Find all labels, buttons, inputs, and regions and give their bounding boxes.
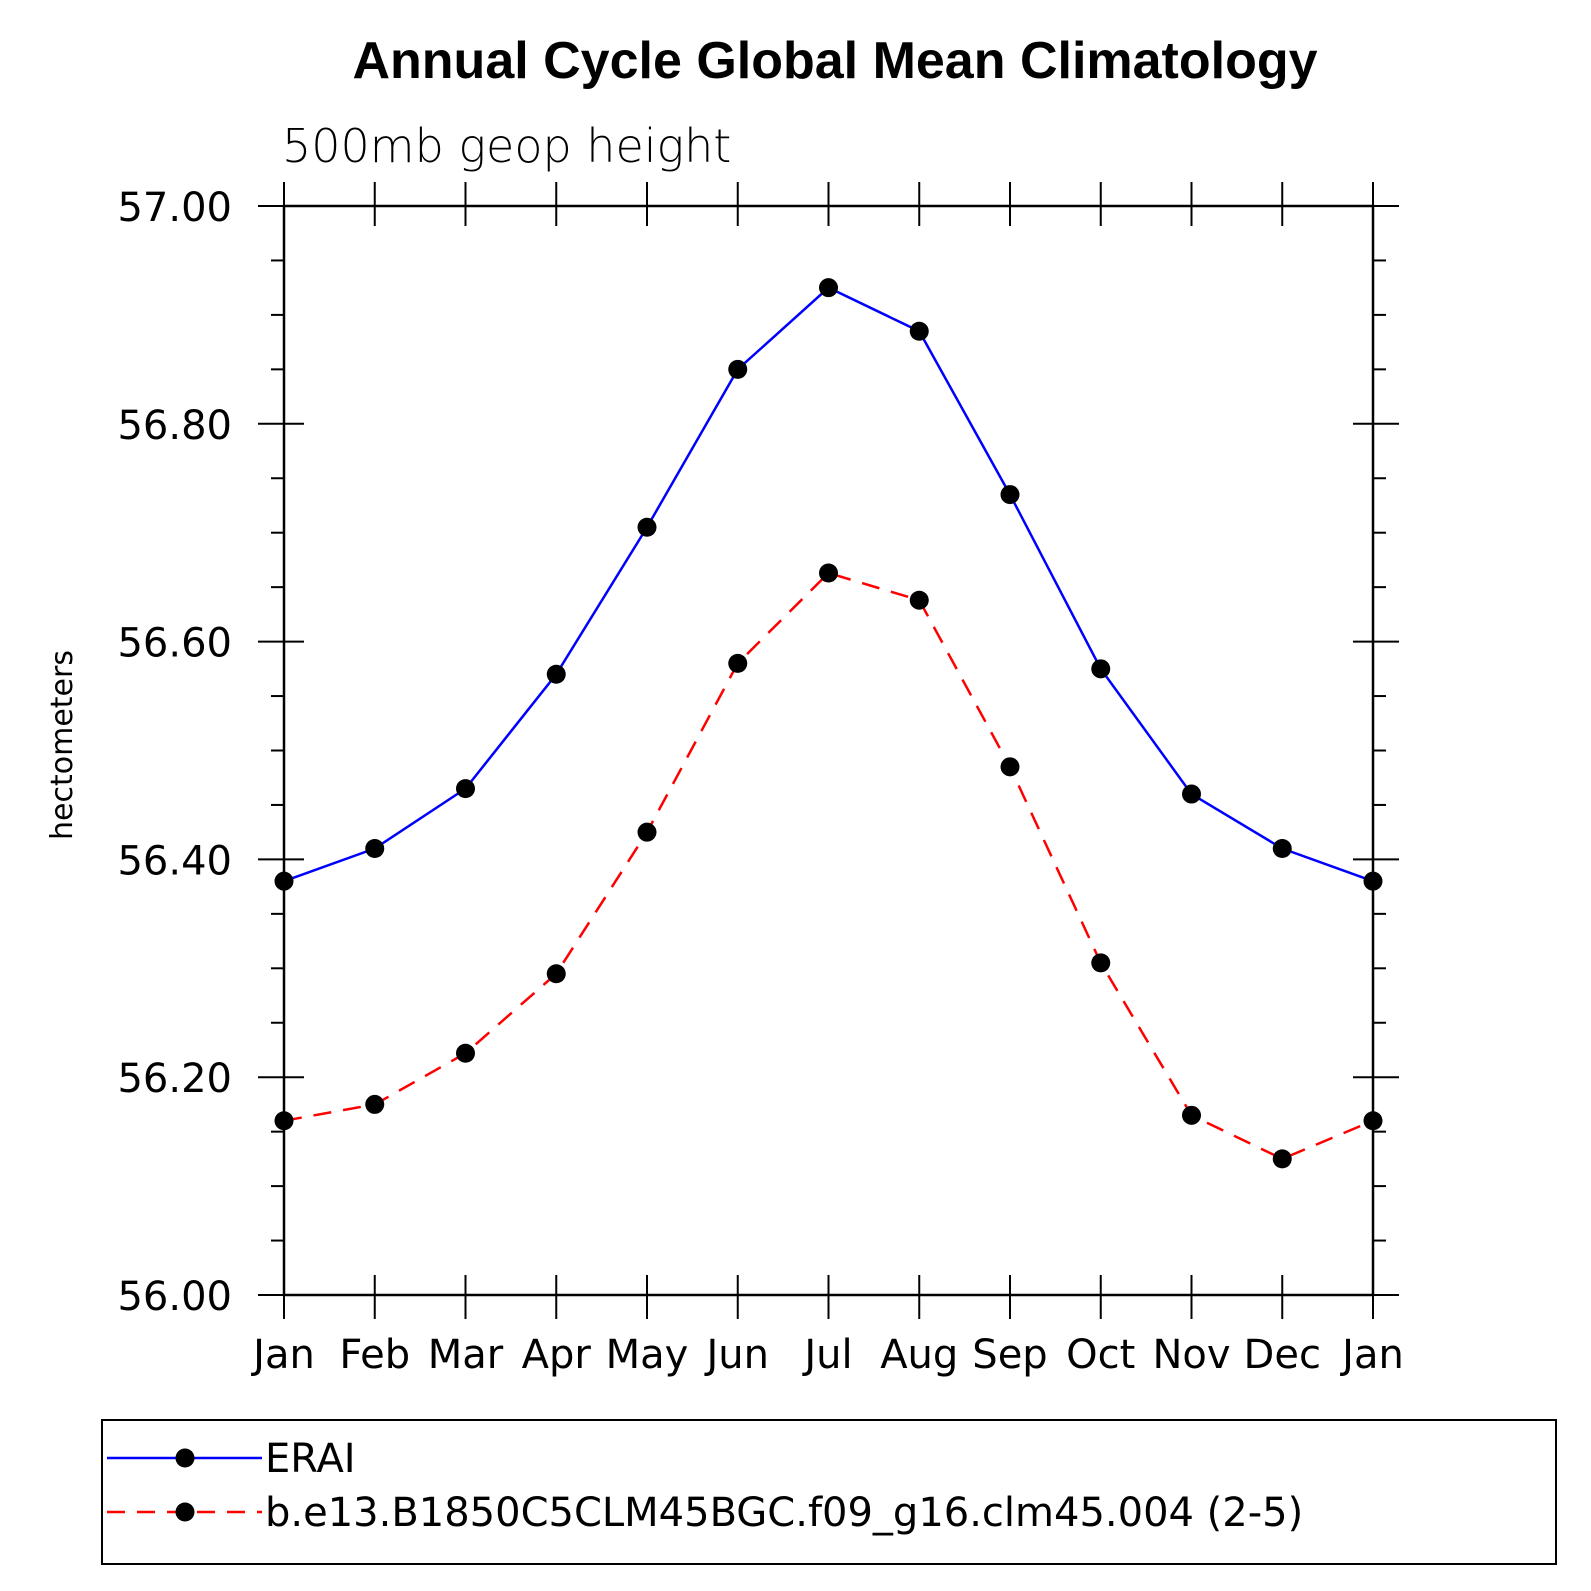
series-1-point — [546, 664, 566, 684]
y-tick-label: 56.00 — [117, 1274, 232, 1320]
plot-frame — [282, 204, 1375, 1297]
legend-label-1: ERAI — [265, 1436, 356, 1482]
series-2-point — [1091, 953, 1111, 973]
series-1-point — [1363, 871, 1383, 891]
x-tick-label: Aug — [880, 1332, 958, 1378]
series-1-point — [637, 517, 657, 537]
series-2-point — [728, 653, 748, 673]
legend-box — [101, 1419, 1557, 1565]
series-1-point — [728, 359, 748, 379]
x-tick-label: Nov — [1152, 1332, 1230, 1378]
x-tick-label: Dec — [1244, 1332, 1321, 1378]
series-2-point — [819, 563, 838, 583]
x-tick-label: May — [606, 1332, 689, 1378]
y-tick-label: 56.40 — [117, 838, 232, 884]
x-tick-labels: Jan Feb Mar Apr May Jun Jul Aug Sep Oct Nov Dec Jan — [250, 1332, 1404, 1378]
series-2-point — [637, 822, 657, 842]
series-layer — [274, 278, 1383, 1169]
x-tick-label: Jul — [801, 1332, 852, 1378]
series-2-point — [1272, 1149, 1292, 1169]
legend-marker-2 — [175, 1502, 195, 1522]
legend-marker-1 — [175, 1448, 195, 1468]
series-1-point — [1000, 485, 1020, 505]
series-1-point — [1091, 659, 1111, 679]
series-line-1 — [283, 286, 1374, 883]
x-tick-label: Oct — [1066, 1332, 1135, 1378]
series-1-point — [1272, 839, 1292, 859]
y-tick-label: 56.60 — [117, 621, 232, 667]
x-tick-label: Mar — [428, 1332, 504, 1378]
chart-subtitle: 500mb geop height — [282, 119, 731, 173]
legend: ERAI b.e13.B1850C5CLM45BGC.f09_g16.clm45.… — [107, 1436, 1303, 1536]
series-2-point — [909, 590, 929, 610]
series-1-point — [274, 871, 294, 891]
series-2-point — [456, 1043, 475, 1063]
series-2-point — [1363, 1111, 1383, 1131]
series-line-2 — [283, 571, 1374, 1161]
series-2-point — [1000, 757, 1020, 777]
y-tick-label: 56.20 — [117, 1056, 232, 1102]
axis-ticks — [258, 182, 1399, 1319]
y-tick-label: 57.00 — [117, 185, 232, 231]
x-tick-label: Jan — [1339, 1332, 1404, 1378]
series-2-point — [1182, 1105, 1201, 1125]
y-axis-label: hectometers — [45, 650, 80, 840]
series-1-point — [365, 839, 385, 859]
series-1-point — [456, 779, 475, 799]
x-tick-label: Jan — [250, 1332, 315, 1378]
series-1-point — [909, 321, 929, 341]
legend-label-2: b.e13.B1850C5CLM45BGC.f09_g16.clm45.004 … — [265, 1490, 1303, 1536]
series-1-point — [819, 278, 838, 298]
y-tick-label: 56.80 — [117, 403, 232, 449]
y-tick-labels: 56.00 56.20 56.40 56.60 56.80 57.00 — [117, 185, 232, 1320]
series-2-point — [274, 1111, 294, 1131]
x-tick-label: Jun — [704, 1332, 770, 1378]
chart-title: Annual Cycle Global Mean Climatology — [352, 32, 1317, 90]
series-2-point — [365, 1094, 385, 1114]
series-1-point — [1182, 784, 1201, 804]
x-tick-label: Apr — [522, 1332, 592, 1378]
series-2-point — [546, 964, 566, 984]
x-tick-label: Sep — [972, 1332, 1047, 1378]
x-tick-label: Feb — [339, 1332, 410, 1378]
